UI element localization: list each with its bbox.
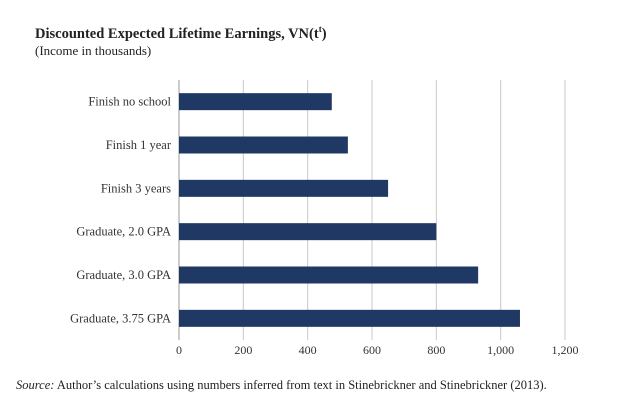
category-label: Graduate, 2.0 GPA: [76, 225, 171, 239]
x-tick-label: 0: [176, 343, 182, 357]
x-tick-label: 400: [299, 343, 317, 357]
category-label: Finish no school: [88, 95, 171, 109]
x-tick-label: 800: [427, 343, 445, 357]
bar: [179, 179, 389, 197]
x-tick-label: 200: [234, 343, 252, 357]
source-note: Source: Author’s calculations using numb…: [16, 378, 547, 392]
bar: [179, 223, 437, 241]
bar: [179, 309, 520, 327]
x-tick-label: 1,000: [487, 343, 514, 357]
category-label: Graduate, 3.0 GPA: [76, 268, 171, 282]
x-tick-label: 1,200: [552, 343, 579, 357]
bar: [179, 266, 479, 284]
bar: [179, 136, 348, 154]
chart-title: Discounted Expected Lifetime Earnings, V…: [35, 24, 327, 42]
category-label: Graduate, 3.75 GPA: [70, 311, 171, 325]
category-label: Finish 3 years: [101, 181, 171, 195]
category-label: Finish 1 year: [106, 138, 172, 152]
bar: [179, 93, 332, 111]
x-tick-label: 600: [363, 343, 381, 357]
chart-subtitle: (Income in thousands): [35, 43, 152, 58]
